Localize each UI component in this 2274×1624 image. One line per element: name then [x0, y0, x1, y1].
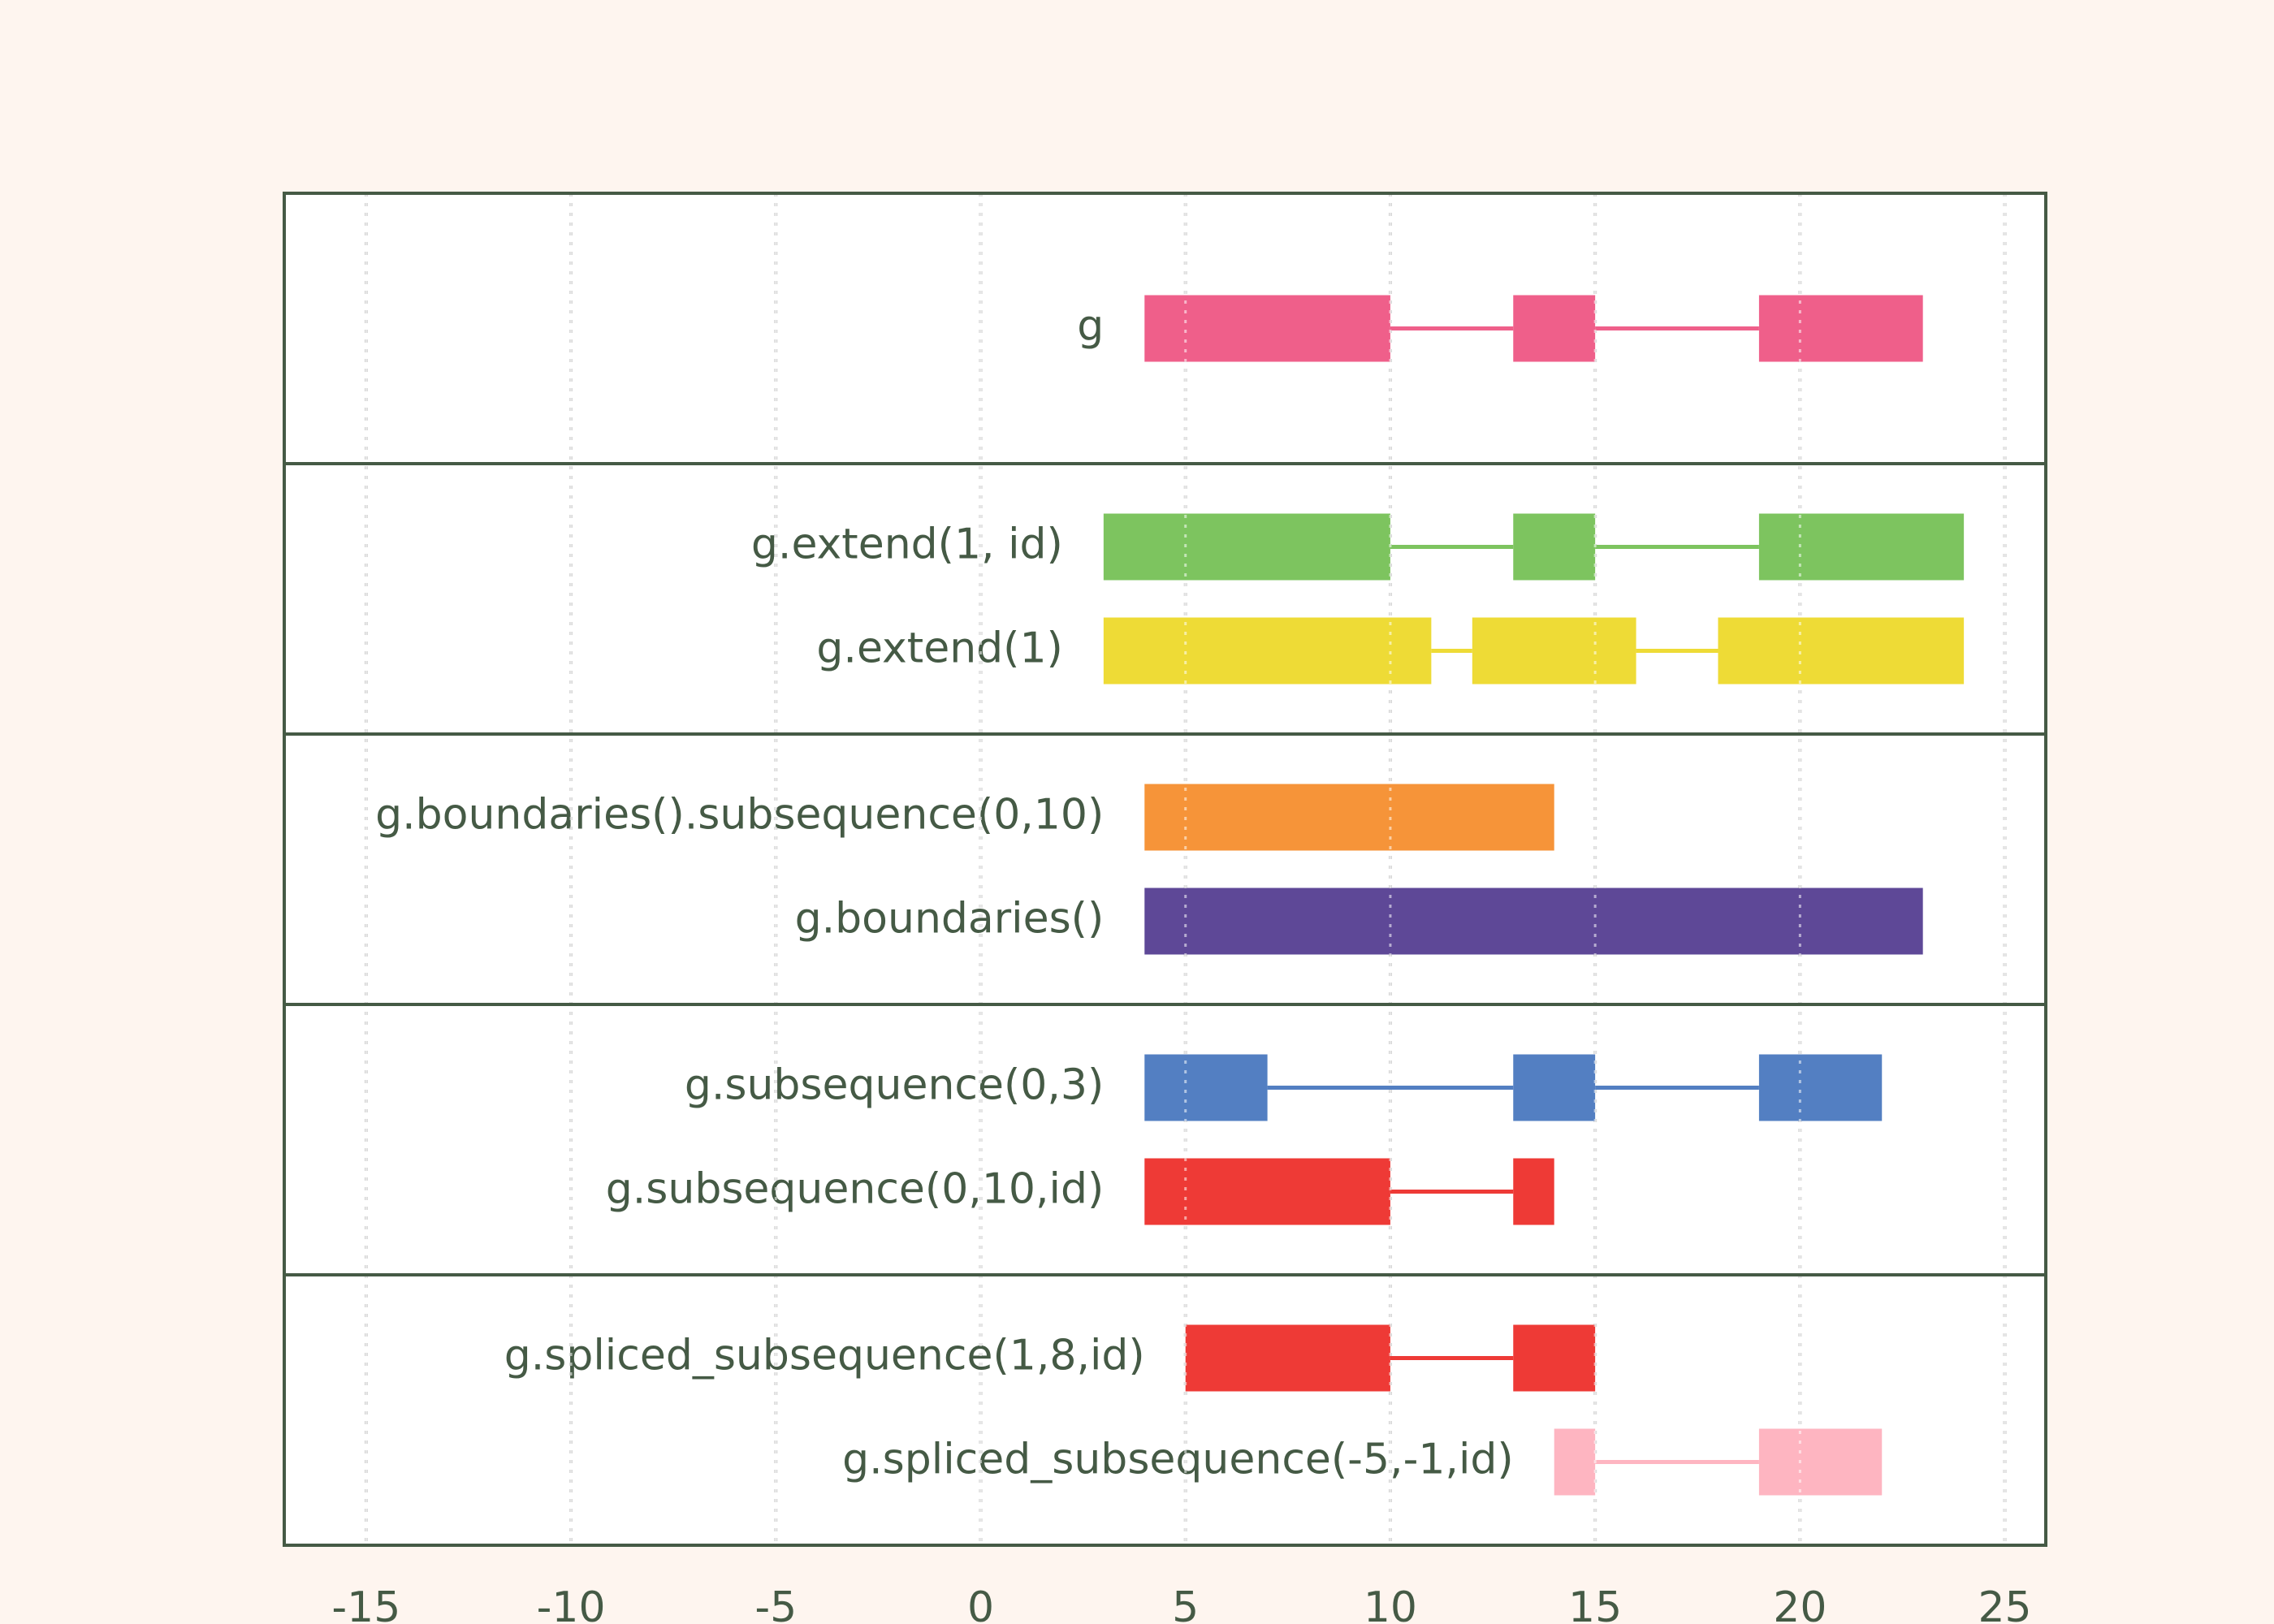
- x-tick-label--15: -15: [331, 1583, 400, 1624]
- row-4-1-label: g.subsequence(0,3): [685, 1061, 1104, 1110]
- row-5-1-exon-1: [1185, 1324, 1390, 1392]
- x-tick-label-0: 0: [967, 1583, 994, 1624]
- x-tick-label-25: 25: [1978, 1583, 2031, 1624]
- row-2-2-exon-2: [1472, 617, 1636, 685]
- row-1-1-label: g: [1077, 302, 1104, 351]
- x-tick-label-10: 10: [1364, 1583, 1417, 1624]
- panel-3-background: [284, 734, 2046, 1004]
- row-3-1-label: g.boundaries().subsequence(0,10): [375, 791, 1104, 840]
- grid-lines: [284, 193, 2046, 1545]
- panel-4-background: [284, 1004, 2046, 1275]
- row-2-2-label: g.extend(1): [816, 624, 1062, 673]
- row-1-1-exon-1: [1144, 295, 1390, 362]
- x-axis: -15 -10 -5 0 5 10 15 20 25: [331, 1583, 2031, 1624]
- row-3-1-exon-1: [1144, 784, 1554, 851]
- row-5-2-exon-2: [1758, 1428, 1883, 1496]
- row-2-1-exon-2: [1513, 513, 1596, 581]
- row-4-1-exon-1: [1144, 1054, 1268, 1121]
- row-1-1-exon-2: [1513, 295, 1596, 362]
- row-2-1-exon-3: [1758, 513, 1965, 581]
- panel-frames: [283, 192, 2047, 1547]
- row-2-1-exon-1: [1103, 513, 1390, 581]
- panel-5-frame: [283, 1273, 2047, 1547]
- row-2-1-label: g.extend(1, id): [751, 520, 1063, 569]
- x-tick-label-5: 5: [1172, 1583, 1199, 1624]
- x-tick-label-20: 20: [1773, 1583, 1827, 1624]
- row-4-1-exon-3: [1758, 1054, 1883, 1121]
- row-5-2-label: g.spliced_subsequence(-5,-1,id): [842, 1436, 1514, 1484]
- track-rows: g g.extend(1, id) g.extend(1) g.boundaries(…: [365, 193, 2007, 1545]
- x-tick-label--10: -10: [537, 1583, 606, 1624]
- x-tick-label--5: -5: [754, 1583, 797, 1624]
- row-5-1-exon-2: [1513, 1324, 1596, 1392]
- x-tick-label-15: 15: [1568, 1583, 1622, 1624]
- row-2-2-exon-1: [1103, 617, 1432, 685]
- row-3-2-label: g.boundaries(): [795, 895, 1105, 944]
- row-4-2-label: g.subsequence(0,10,id): [606, 1165, 1105, 1214]
- row-4-2-exon-2: [1513, 1158, 1554, 1225]
- row-4-1-exon-2: [1513, 1054, 1596, 1121]
- row-1-1-exon-3: [1758, 295, 1923, 362]
- panel-2-background: [284, 464, 2046, 734]
- row-5-1-label: g.spliced_subsequence(1,8,id): [504, 1332, 1145, 1380]
- row-2-2-exon-3: [1718, 617, 1965, 685]
- panel-5-background: [284, 1275, 2046, 1545]
- row-5-2-exon-1: [1554, 1428, 1596, 1496]
- row-3-2-exon-1: [1144, 888, 1923, 955]
- row-4-2-exon-1: [1144, 1158, 1390, 1225]
